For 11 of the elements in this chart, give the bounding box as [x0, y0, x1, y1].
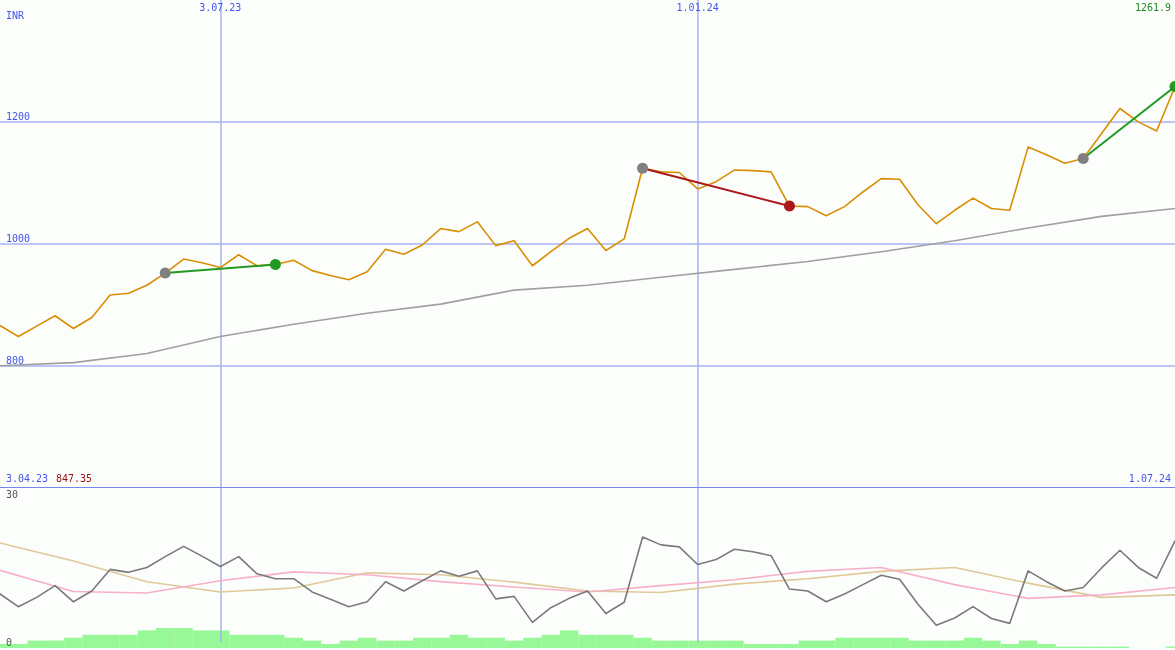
y-axis-title: INR — [6, 9, 26, 21]
annotation: 1261.9 — [1134, 1, 1171, 13]
annotation: 1.07.24 — [1128, 472, 1172, 484]
y-tick-label: 800 — [6, 355, 25, 367]
y-tick-label: 30 — [6, 489, 19, 501]
annotation: 847.35 — [56, 472, 93, 484]
y-tick-label: 1000 — [6, 233, 31, 245]
annotation: 3.04.23 — [6, 472, 49, 484]
x-tick-label: 3.07.23 — [199, 1, 242, 13]
x-tick-label: 1.01.24 — [676, 1, 719, 13]
y-tick-label: 1200 — [6, 111, 31, 123]
